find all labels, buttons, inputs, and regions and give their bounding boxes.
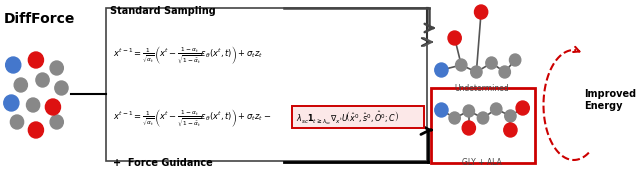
Circle shape: [474, 5, 488, 19]
Circle shape: [504, 123, 517, 137]
Circle shape: [435, 63, 448, 77]
Circle shape: [45, 99, 61, 115]
Circle shape: [55, 81, 68, 95]
Circle shape: [50, 115, 63, 129]
Circle shape: [516, 101, 529, 115]
Circle shape: [448, 31, 461, 45]
Text: Standard Sampling: Standard Sampling: [109, 6, 216, 16]
Text: GLY + ALA: GLY + ALA: [462, 158, 502, 167]
Text: Undetermined: Undetermined: [454, 84, 509, 93]
Circle shape: [449, 112, 460, 124]
Circle shape: [435, 103, 448, 117]
Circle shape: [36, 73, 49, 87]
Circle shape: [486, 57, 497, 69]
Circle shape: [462, 121, 476, 135]
Circle shape: [14, 78, 28, 92]
Text: Improved
Energy: Improved Energy: [584, 89, 636, 111]
Circle shape: [28, 52, 44, 68]
Text: +  Force Guidance: + Force Guidance: [113, 158, 213, 168]
FancyBboxPatch shape: [431, 88, 535, 163]
Circle shape: [463, 105, 474, 117]
Circle shape: [456, 59, 467, 71]
FancyBboxPatch shape: [106, 8, 428, 161]
Circle shape: [499, 66, 511, 78]
Text: DiffForce: DiffForce: [4, 12, 75, 26]
Circle shape: [477, 112, 489, 124]
FancyBboxPatch shape: [292, 106, 424, 128]
Circle shape: [4, 95, 19, 111]
Text: $\lambda_{sc}\mathbf{1}_{t\geq\lambda_{sc}}\nabla_{x^t}U\!\left(\hat{x}^0,\hat{s: $\lambda_{sc}\mathbf{1}_{t\geq\lambda_{s…: [296, 109, 399, 127]
Circle shape: [28, 122, 44, 138]
Text: $x^{t-1} = \frac{1}{\sqrt{\alpha_t}}\left(x^t - \frac{1-\alpha_t}{\sqrt{1-\bar{\: $x^{t-1} = \frac{1}{\sqrt{\alpha_t}}\lef…: [113, 44, 264, 66]
Circle shape: [26, 98, 40, 112]
Circle shape: [509, 54, 521, 66]
Circle shape: [490, 103, 502, 115]
Circle shape: [470, 66, 482, 78]
Circle shape: [505, 110, 516, 122]
Circle shape: [10, 115, 24, 129]
Circle shape: [6, 57, 20, 73]
Circle shape: [50, 61, 63, 75]
Text: $x^{t-1} = \frac{1}{\sqrt{\alpha_t}}\left(x^t - \frac{1-\alpha_t}{\sqrt{1-\bar{\: $x^{t-1} = \frac{1}{\sqrt{\alpha_t}}\lef…: [113, 107, 271, 129]
